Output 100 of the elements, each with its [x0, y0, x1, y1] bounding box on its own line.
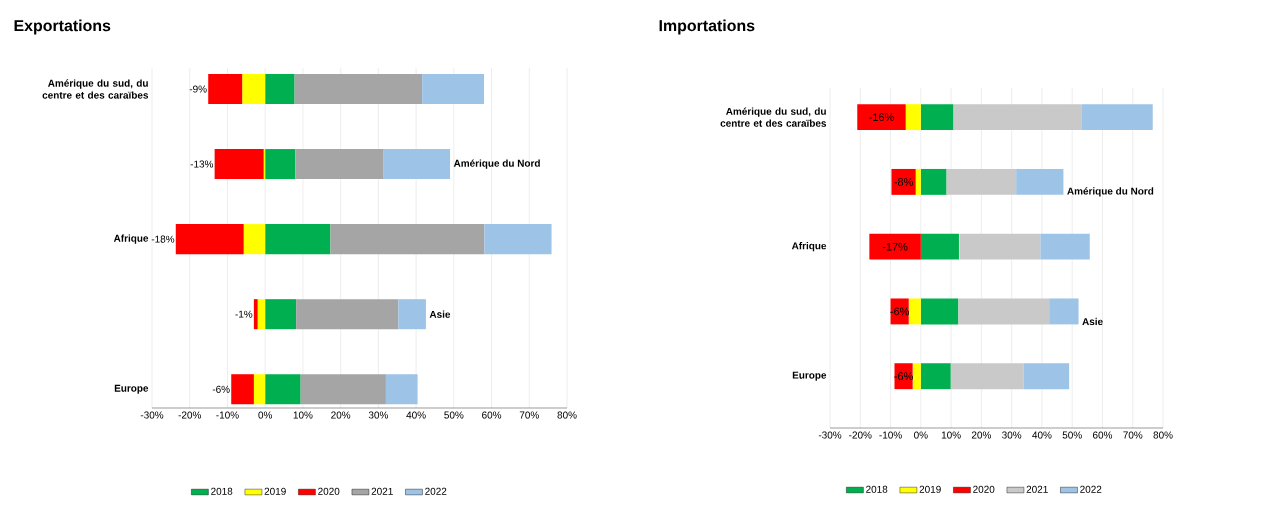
data-label: -8% [894, 178, 913, 186]
bar [959, 233, 1041, 260]
y-tick-label: Amérique du sud, du centre et des caraïbes [720, 107, 827, 127]
bar [257, 299, 266, 330]
x-tick-label: 60% [482, 411, 502, 419]
x-tick-label: 0% [258, 411, 273, 419]
bar [265, 224, 331, 255]
bar [905, 104, 921, 131]
data-label: -16% [869, 113, 894, 122]
y-tick-label: Amérique du sud, du centre et des caraïbes [42, 79, 149, 99]
bar [908, 298, 921, 325]
bar [295, 149, 384, 180]
data-label: -17% [882, 242, 908, 251]
data-label: -9% [189, 85, 207, 93]
x-tick-label: 40% [1032, 431, 1052, 439]
y-tick-label: Europe [792, 371, 827, 381]
bar [920, 104, 954, 131]
bar [920, 363, 951, 390]
bar [894, 363, 913, 390]
x-tick-label: -20% [849, 431, 872, 439]
bar [422, 74, 485, 105]
legend-label: 2018 [866, 485, 888, 493]
data-label: -18% [151, 235, 175, 243]
bar [920, 298, 959, 325]
bar [920, 233, 959, 260]
chart-title: Exportations [14, 19, 111, 35]
legend-label: 2021 [1026, 485, 1048, 493]
x-tick-label: -10% [216, 411, 239, 419]
bar [484, 224, 552, 255]
legend-label: 2022 [1080, 485, 1102, 493]
x-tick-label: -30% [140, 411, 164, 419]
bar [385, 374, 418, 405]
x-tick-label: 30% [1002, 431, 1022, 439]
bar [890, 298, 909, 325]
legend-label: 2020 [973, 485, 995, 493]
x-tick-label: 20% [331, 411, 351, 419]
x-tick-label: 80% [1153, 431, 1173, 439]
x-tick-label: -10% [879, 431, 902, 439]
bar [383, 149, 451, 180]
bar [300, 374, 386, 405]
bar [1040, 233, 1090, 260]
bar [265, 374, 301, 405]
data-label: -1% [235, 310, 253, 318]
y-tick-label: Europe [114, 384, 149, 394]
y-tick-label: Afrique [113, 234, 149, 244]
bar [214, 149, 264, 180]
data-label: -6% [890, 307, 909, 316]
legend-label: 2018 [211, 487, 233, 495]
x-tick-label: 0% [914, 431, 928, 439]
bar [1049, 298, 1079, 325]
bar [398, 299, 426, 330]
bar [242, 74, 266, 105]
bar [294, 74, 423, 105]
bar [1023, 363, 1070, 390]
bar [912, 363, 921, 390]
bar [296, 299, 399, 330]
x-tick-label: 30% [368, 411, 388, 419]
bar [958, 298, 1050, 325]
bar [953, 104, 1082, 131]
bar [1081, 104, 1153, 131]
bar [950, 363, 1024, 390]
legend-label: 2021 [371, 487, 393, 495]
bar [265, 149, 296, 180]
x-tick-label: 10% [293, 411, 313, 419]
bar [208, 74, 243, 105]
bar [1016, 168, 1064, 195]
bar [253, 299, 258, 330]
bar [946, 168, 1017, 195]
legend-label: 2022 [425, 487, 447, 495]
bar [920, 168, 947, 195]
x-tick-label: 80% [557, 411, 577, 419]
y-tick-label: Asie [429, 310, 451, 318]
y-tick-label: Asie [1082, 317, 1103, 326]
bar [265, 74, 295, 105]
bar [231, 374, 254, 405]
y-tick-label: Amérique du Nord [453, 159, 540, 169]
bar [869, 233, 921, 260]
x-tick-label: 60% [1093, 431, 1113, 439]
data-label: -6% [894, 372, 913, 381]
data-label: -6% [212, 385, 230, 393]
bar [243, 224, 266, 255]
y-tick-label: Afrique [791, 242, 827, 252]
legend-label: 2019 [264, 487, 286, 495]
bar [857, 104, 906, 131]
x-tick-label: 50% [444, 411, 464, 419]
bar [265, 299, 297, 330]
x-tick-label: -30% [818, 431, 842, 439]
x-tick-label: 70% [519, 411, 539, 419]
y-tick-label: Amérique du Nord [1067, 187, 1154, 197]
bar [175, 224, 244, 255]
x-tick-label: -20% [178, 411, 202, 419]
bar [253, 374, 266, 405]
bar [915, 168, 921, 195]
legend-label: 2020 [318, 487, 340, 495]
chart-title: Importations [659, 19, 755, 35]
data-label: -13% [190, 160, 214, 168]
legend-label: 2019 [919, 485, 941, 493]
x-tick-label: 70% [1123, 431, 1143, 439]
x-tick-label: 20% [971, 431, 991, 439]
x-tick-label: 10% [941, 431, 961, 439]
